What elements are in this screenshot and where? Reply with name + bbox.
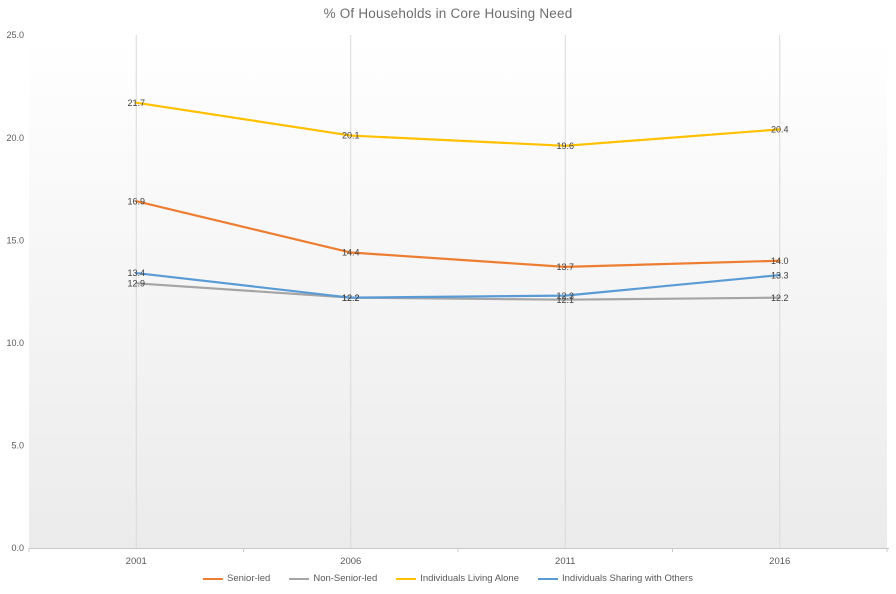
data-label-senior-led: 13.7 — [556, 262, 574, 272]
data-label-non-senior-led: 12.9 — [127, 278, 145, 288]
data-label-individuals-sharing-with-others: 12.2 — [342, 293, 360, 303]
legend-item-non-senior-led: Non-Senior-led — [289, 573, 377, 584]
legend-label: Non-Senior-led — [313, 573, 378, 584]
y-tick-label: 20.0 — [6, 133, 24, 143]
data-label-non-senior-led: 12.2 — [342, 293, 360, 303]
chart-title: % Of Households in Core Housing Need — [323, 6, 573, 21]
legend-label: Individuals Sharing with Others — [562, 573, 693, 584]
data-label-individuals-living-alone: 19.6 — [556, 141, 574, 151]
y-tick-label: 10.0 — [6, 338, 24, 348]
data-label-individuals-living-alone: 20.1 — [342, 131, 360, 141]
data-label-senior-led: 14.0 — [771, 256, 789, 266]
legend-line-swatch — [203, 577, 224, 580]
series-line-senior-led — [135, 200, 781, 268]
legend-item-individuals-sharing-with-others: Individuals Sharing with Others — [538, 573, 693, 584]
y-tick-label: 5.0 — [11, 441, 24, 451]
legend-line-swatch — [289, 577, 310, 580]
y-tick-label: 25.0 — [6, 30, 24, 40]
plot-svg: 0.0 5.0 10.0 15.0 20.0 25.0 2001 2006 2011 2016 16… — [6, 30, 889, 567]
data-label-non-senior-led: 12.1 — [556, 295, 574, 305]
data-label-individuals-sharing-with-others: 13.3 — [771, 270, 789, 280]
data-label-senior-led: 16.9 — [127, 196, 145, 206]
series-line-individuals-living-alone — [135, 101, 781, 147]
x-tick-label: 2001 — [126, 556, 147, 567]
legend-item-senior-led: Senior-led — [203, 573, 270, 584]
data-label-non-senior-led: 12.2 — [771, 293, 789, 303]
data-label-individuals-living-alone: 20.4 — [771, 125, 789, 135]
legend-item-individuals-living-alone: Individuals Living Alone — [396, 573, 519, 584]
data-label-individuals-living-alone: 21.7 — [127, 98, 145, 108]
y-tick-label: 0.0 — [11, 543, 24, 553]
data-label-senior-led: 14.4 — [342, 248, 360, 258]
plot-background — [29, 35, 887, 548]
legend: Senior-led Non-Senior-led Individuals Livi… — [0, 573, 896, 584]
series-line-non-senior-led — [135, 282, 781, 301]
data-label-individuals-sharing-with-others: 12.3 — [556, 291, 574, 301]
y-tick-label: 15.0 — [6, 235, 24, 245]
x-tick-label: 2016 — [769, 556, 790, 567]
legend-label: Senior-led — [227, 573, 271, 584]
legend-line-swatch — [538, 577, 558, 580]
data-label-individuals-sharing-with-others: 13.4 — [127, 268, 145, 278]
series-line-individuals-sharing-with-others — [135, 271, 781, 299]
legend-label: Individuals Living Alone — [420, 573, 519, 584]
x-tick-label: 2006 — [340, 556, 361, 567]
legend-line-swatch — [396, 577, 417, 580]
x-tick-label: 2011 — [555, 556, 575, 567]
